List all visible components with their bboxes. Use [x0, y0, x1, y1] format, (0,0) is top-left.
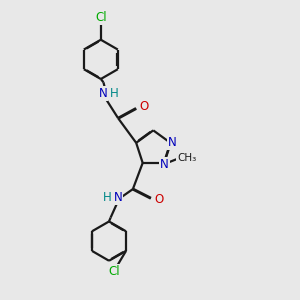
Text: N: N [114, 191, 122, 204]
Text: O: O [154, 194, 164, 206]
Text: Cl: Cl [95, 11, 106, 24]
Text: Cl: Cl [109, 266, 120, 278]
Text: O: O [140, 100, 149, 113]
Text: CH₃: CH₃ [177, 153, 197, 163]
Text: H: H [103, 191, 112, 204]
Text: H: H [110, 87, 118, 100]
Text: N: N [168, 136, 176, 148]
Text: N: N [160, 158, 169, 171]
Text: N: N [98, 87, 107, 100]
